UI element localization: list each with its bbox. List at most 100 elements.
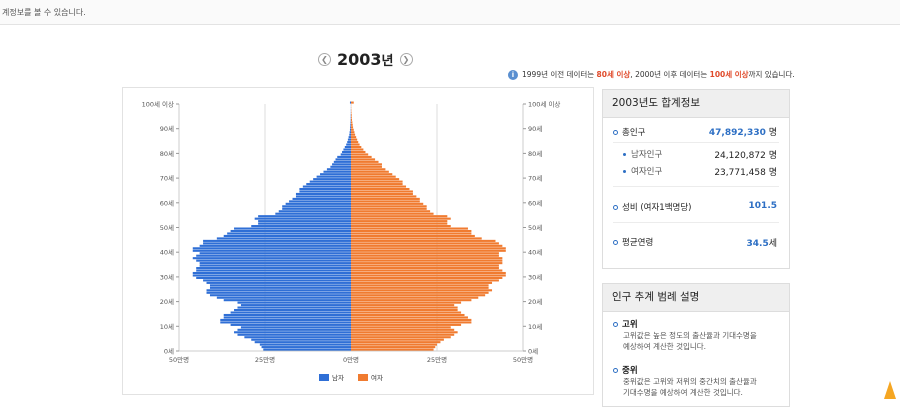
bar-female [351,131,355,134]
bar-male [209,284,351,287]
sex-ratio-value: 101.5 [748,201,777,211]
bar-male [196,267,351,270]
bar-female [351,301,462,304]
bar-male [254,341,351,344]
bar-male [216,237,351,240]
legend-item-desc: 기대수명을 예상하여 계산한 것입니다. [623,388,743,397]
bar-male [333,160,351,163]
y-tick-label-left: 80세 [160,149,174,158]
bar-female [351,321,472,324]
bar-female [351,111,352,114]
summary-title: 2003년도 합계정보 [603,90,789,118]
bar-male [244,336,351,339]
bar-female [351,150,366,154]
bar-male [199,252,351,255]
bar-male [299,190,351,193]
bar-female [351,217,451,220]
bar-male [237,301,351,304]
total-population-value: 47,892,330 명 [708,128,777,138]
bar-female [351,170,389,173]
summary-panel: 2003년도 합계정보 총인구 47,892,330 명 남자인구 24,120… [602,89,790,269]
x-tick-label: 25만명 [427,355,447,364]
bar-female [351,197,420,200]
sex-ratio-label: 성비 (여자1백명당) [613,201,691,213]
total-population-label: 총인구 [613,126,645,138]
legend-explanation-panel: 인구 추계 범례 설명 고위 고위값은 높은 정도의 출산율과 기대수명을 예상하… [602,283,790,407]
bar-female [351,234,475,238]
legend-swatch-female [358,374,368,381]
chevron-right-icon[interactable]: ❯ [399,52,413,66]
bar-male [348,136,351,139]
dot-bullet-icon [623,153,626,156]
bar-female [351,155,372,158]
bar-male [326,168,351,171]
bar-male [342,150,351,154]
bar-female [351,168,386,171]
legend-item-high: 고위 고위값은 높은 정도의 출산율과 기대수명을 예상하여 계산한 것입니다. [613,318,783,352]
chevron-left-icon[interactable]: ❮ [318,52,331,66]
bar-female [351,281,493,284]
bar-male [258,220,351,223]
bar-female [351,212,434,215]
year-suffix: 년 [381,53,394,69]
bar-female [351,160,379,163]
bar-male [343,148,351,151]
y-tick-label-right: 90세 [528,124,542,133]
bar-female [351,101,354,104]
bar-male [282,207,351,210]
bar-male [332,163,351,166]
bar-female [351,341,441,344]
y-tick-label-right: 0세 [528,347,538,356]
population-pyramid-chart: 100세 이상 100세 이상 90세 90세 80세 80세 70세 70세 60세 60세 50… [122,87,594,395]
circle-bullet-icon [613,205,618,210]
legend-label-male: 남자 [332,373,344,382]
info-icon: i [508,69,518,80]
bar-male [223,299,351,302]
circle-bullet-icon [613,322,618,327]
bar-male [209,286,351,289]
bar-male [251,225,351,228]
female-population-label: 여자인구 [623,165,662,177]
bar-male [203,279,351,282]
bar-male [227,232,351,235]
bar-female [351,237,482,240]
legend-item-title: 중위 [622,366,638,376]
circle-bullet-icon [613,368,618,373]
pyramid-svg: 100세 이상 100세 이상 90세 90세 80세 80세 70세 70세 60세 60세 50… [142,100,561,383]
bar-female [351,279,499,282]
y-tick-label-right: 100세 이상 [528,100,560,109]
y-tick-label-right: 50세 [528,223,542,232]
bar-female [351,126,354,129]
bar-male [349,128,351,131]
bar-male [199,264,351,267]
bar-female [351,116,352,119]
bar-female [351,121,353,124]
bar-female [351,229,472,233]
bar-male [199,262,351,265]
bar-male [323,170,351,173]
bar-female [351,136,357,139]
y-tick-label-left: 60세 [160,198,174,207]
bar-female [351,113,352,116]
y-tick-label-right: 80세 [528,149,542,158]
bar-male [258,215,351,218]
bar-male [192,274,351,277]
bar-female [351,267,499,270]
bar-male [292,197,351,200]
notice-text: 1999년 이전 데이터는 80세 이상, 2000년 이후 데이터는 100세… [522,70,795,79]
top-bar: 계정보를 볼 수 있습니다. [0,0,900,25]
bar-female [351,190,413,193]
divider [613,222,779,223]
bar-female [351,316,468,319]
bar-male [320,173,351,176]
legend-item-desc: 예상하여 계산한 것입니다. [623,342,707,351]
bar-male [261,346,351,349]
male-population-value: 24,120,872 명 [714,151,777,161]
bar-male [206,291,351,294]
y-tick-label-right: 40세 [528,248,542,257]
bar-male [196,259,351,262]
bar-female [351,262,503,265]
legend-item-title: 고위 [622,320,638,330]
bar-female [351,323,462,326]
bar-female [351,348,434,351]
